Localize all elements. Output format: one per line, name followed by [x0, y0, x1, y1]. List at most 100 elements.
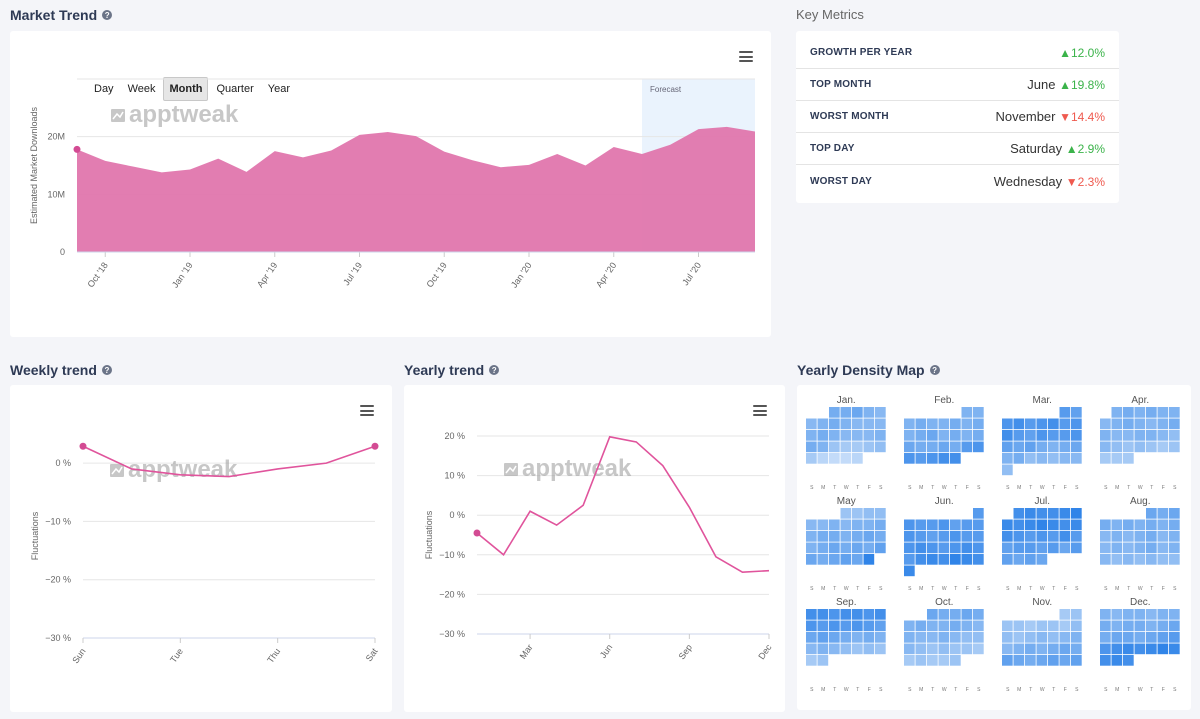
weekday-label: F: [966, 687, 969, 693]
weekday-label: S: [879, 687, 883, 693]
weekday-label: S: [879, 586, 883, 592]
calendar-day-cell: [852, 554, 863, 565]
calendar-day-cell: [1025, 632, 1036, 643]
weekday-label: M: [1115, 485, 1119, 491]
calendar-day-cell: [961, 632, 973, 643]
calendar-day-cell: [840, 609, 852, 620]
downloads-area: [77, 126, 755, 252]
calendar-day-cell: [1071, 508, 1082, 519]
chart-menu-icon[interactable]: [360, 405, 374, 416]
calendar-day-cell: [915, 554, 927, 565]
calendar-day-cell: [973, 554, 984, 565]
calendar-day-cell: [950, 643, 961, 655]
weekday-label: T: [1029, 586, 1032, 592]
calendar-day-cell: [1071, 407, 1082, 418]
market-trend-card: Day Week Month Quarter Year Forecast 0 10M 20M E…: [10, 31, 771, 337]
density-map-card: Jan. S M T W T F S Feb. S M T W T F S Mar. S M T W T F S Apr. S M T…: [797, 385, 1191, 710]
calendar-day-cell: [904, 453, 915, 464]
weekday-label: M: [1017, 687, 1021, 693]
calendar-day-cell: [1025, 441, 1036, 453]
calendar-day-cell: [806, 441, 817, 453]
period-quarter-button[interactable]: Quarter: [216, 83, 254, 95]
weekday-label: T: [856, 485, 859, 491]
calendar-day-cell: [1013, 643, 1025, 655]
calendar-day-cell: [1025, 554, 1036, 565]
calendar-day-cell: [973, 632, 984, 643]
calendar-day-cell: [1059, 531, 1071, 542]
calendar-day-cell: [904, 620, 915, 632]
metric-label: TOP DAY: [810, 143, 855, 154]
weekday-label: W: [844, 687, 849, 693]
calendar-day-cell: [1157, 508, 1169, 519]
yearly-trend-card: 20 % 10 % 0 % −10 % −20 % −30 % Fluctuations ap…: [404, 385, 785, 712]
period-month-button[interactable]: Month: [163, 77, 209, 101]
calendar-day-cell: [1036, 554, 1048, 565]
calendar-day-cell: [863, 643, 875, 655]
calendar-day-cell: [852, 643, 863, 655]
calendar-day-cell: [1100, 519, 1111, 531]
calendar-month-label: Nov.: [1032, 597, 1052, 608]
x-tick-label: Apr '20: [594, 260, 618, 289]
calendar-day-cell: [1071, 620, 1082, 632]
weekday-label: M: [821, 586, 825, 592]
calendar-day-cell: [1002, 655, 1013, 666]
calendar-day-cell: [806, 418, 817, 430]
period-week-button[interactable]: Week: [127, 83, 156, 95]
y-tick-label: −10 %: [45, 516, 71, 526]
calendar-day-cell: [927, 531, 938, 542]
calendar-day-cell: [1134, 643, 1146, 655]
calendar-day-cell: [1013, 620, 1025, 632]
help-icon[interactable]: ?: [101, 365, 112, 375]
calendar-day-cell: [927, 643, 938, 655]
x-tick-label: Oct '18: [86, 260, 110, 289]
calendar-day-cell: [927, 453, 938, 464]
calendar-day-cell: [829, 609, 840, 620]
calendar-month: Jul. S M T W T F S: [1002, 496, 1082, 592]
help-icon[interactable]: ?: [489, 365, 500, 375]
calendar-day-cell: [1013, 441, 1025, 453]
help-icon[interactable]: ?: [102, 10, 113, 20]
calendar-day-cell: [904, 531, 915, 542]
calendar-day-cell: [1157, 441, 1169, 453]
period-year-button[interactable]: Year: [267, 83, 290, 95]
calendar-day-cell: [1025, 519, 1036, 531]
calendar-day-cell: [1013, 655, 1025, 666]
metric-name: June: [1027, 77, 1060, 92]
period-day-button[interactable]: Day: [94, 83, 114, 95]
watermark: apptweak: [504, 455, 632, 482]
weekday-label: S: [1075, 687, 1079, 693]
calendar-month: May S M T W T F S: [806, 496, 886, 592]
weekday-label: F: [868, 586, 871, 592]
calendar-day-cell: [1157, 554, 1169, 565]
weekday-label: T: [856, 586, 859, 592]
help-icon[interactable]: ?: [929, 365, 940, 375]
calendar-day-cell: [1048, 418, 1059, 430]
calendar-day-cell: [1169, 643, 1180, 655]
chart-menu-icon[interactable]: [739, 51, 753, 62]
weekday-label: S: [977, 586, 981, 592]
calendar-day-cell: [1134, 609, 1146, 620]
metric-label: GROWTH PER YEAR: [810, 47, 913, 58]
calendar-day-cell: [1013, 508, 1025, 519]
calendar-day-cell: [817, 620, 829, 632]
chart-menu-icon[interactable]: [753, 405, 767, 416]
weekday-label: T: [954, 485, 957, 491]
calendar-day-cell: [1059, 609, 1071, 620]
calendar-day-cell: [1134, 531, 1146, 542]
calendar-day-cell: [1059, 418, 1071, 430]
calendar-day-cell: [1157, 542, 1169, 554]
calendar-day-cell: [1169, 508, 1180, 519]
calendar-day-cell: [973, 542, 984, 554]
calendar-day-cell: [863, 531, 875, 542]
calendar-day-cell: [1111, 430, 1123, 441]
weekday-label: F: [966, 485, 969, 491]
metric-row: WORST MONTH November ▼14.4%: [796, 101, 1119, 133]
x-tick-label: Jul '19: [341, 260, 364, 287]
weekday-label: W: [1040, 586, 1045, 592]
calendar-month-label: Dec.: [1130, 597, 1151, 608]
calendar-day-cell: [1059, 519, 1071, 531]
calendar-day-cell: [1036, 655, 1048, 666]
y-tick-label: −10 %: [439, 550, 465, 560]
calendar-day-cell: [973, 407, 984, 418]
calendar-day-cell: [915, 655, 927, 666]
